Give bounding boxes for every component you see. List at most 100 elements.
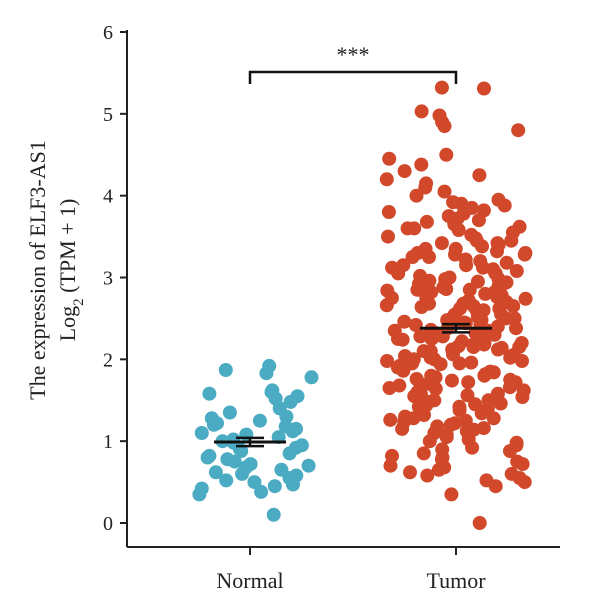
- data-point-tumor: [414, 157, 429, 172]
- data-point-tumor: [451, 223, 466, 237]
- data-point-tumor: [499, 255, 514, 270]
- data-point-tumor: [465, 440, 480, 455]
- data-point-tumor: [509, 264, 524, 278]
- y-tick-label: 6: [103, 22, 113, 44]
- data-point-normal: [254, 484, 269, 499]
- y-tick-label: 5: [103, 104, 113, 126]
- data-point-tumor: [413, 376, 428, 391]
- data-point-tumor: [475, 239, 489, 254]
- data-point-normal: [227, 454, 242, 469]
- data-point-tumor: [423, 350, 438, 365]
- data-point-tumor: [437, 119, 452, 134]
- data-point-tumor: [424, 368, 439, 383]
- data-point-tumor: [422, 273, 437, 288]
- data-point-tumor: [395, 421, 410, 436]
- data-point-tumor: [387, 323, 402, 338]
- data-point-tumor: [492, 301, 507, 316]
- significance-label: ***: [337, 42, 370, 67]
- data-point-tumor: [477, 81, 491, 96]
- data-point-tumor: [472, 516, 487, 530]
- data-point-tumor: [411, 399, 426, 414]
- data-point-tumor: [486, 411, 501, 426]
- data-point-tumor: [381, 229, 395, 244]
- data-point-tumor: [437, 184, 452, 199]
- data-point-tumor: [395, 362, 410, 377]
- data-point-tumor: [424, 331, 439, 346]
- data-point-tumor: [461, 375, 476, 390]
- y-tick-label: 3: [103, 268, 113, 290]
- data-point-tumor: [413, 329, 428, 344]
- data-point-tumor: [471, 213, 486, 228]
- data-point-normal: [266, 507, 281, 522]
- data-point-normal: [206, 417, 221, 432]
- data-point-tumor: [407, 389, 422, 404]
- data-point-tumor: [517, 247, 532, 262]
- y-axis-label-line1: The expression of ELF3-AS1: [25, 140, 50, 400]
- data-point-normal: [285, 424, 300, 439]
- data-point-tumor: [456, 296, 471, 311]
- data-point-tumor: [434, 236, 449, 251]
- data-point-tumor: [506, 299, 521, 314]
- data-point-tumor: [466, 337, 481, 352]
- y-tick-label: 0: [103, 513, 113, 535]
- annotation-layer: ***: [248, 42, 458, 84]
- data-point-tumor: [444, 487, 459, 502]
- data-point-normal: [286, 477, 300, 492]
- data-point-tumor: [452, 403, 467, 418]
- data-point-tumor: [408, 318, 423, 332]
- data-point-normal: [259, 366, 274, 381]
- data-point-tumor: [418, 180, 433, 195]
- data-point-tumor: [419, 214, 434, 229]
- data-point-tumor: [515, 354, 529, 368]
- data-point-normal: [234, 444, 249, 458]
- y-axis-label-line2: Log2 (TPM + 1): [55, 199, 87, 342]
- data-point-tumor: [491, 342, 505, 357]
- data-point-tumor: [416, 446, 431, 461]
- data-point-tumor: [380, 354, 395, 368]
- data-point-tumor: [379, 172, 394, 187]
- data-point-tumor: [439, 430, 454, 445]
- data-point-normal: [235, 466, 250, 481]
- data-point-tumor: [497, 198, 512, 213]
- data-point-tumor: [515, 457, 530, 472]
- data-point-tumor: [445, 342, 460, 357]
- data-point-tumor: [397, 314, 412, 329]
- data-point-tumor: [504, 233, 519, 248]
- data-point-tumor: [397, 164, 412, 179]
- data-point-tumor: [509, 321, 523, 336]
- data-point-tumor: [515, 390, 530, 404]
- data-point-normal: [219, 473, 234, 488]
- data-point-tumor: [488, 479, 503, 494]
- y-tick-label: 1: [103, 431, 113, 453]
- data-point-tumor: [458, 413, 473, 428]
- data-point-tumor: [459, 258, 474, 273]
- data-point-normal: [282, 446, 297, 461]
- data-point-tumor: [410, 246, 425, 260]
- data-point-tumor: [503, 372, 518, 387]
- data-point-normal: [218, 363, 233, 377]
- data-point-tumor: [382, 381, 397, 395]
- data-point-tumor: [434, 80, 449, 95]
- data-point-tumor: [400, 221, 415, 236]
- data-point-tumor: [457, 315, 472, 330]
- data-point-tumor: [383, 458, 398, 473]
- x-tick-label-normal: Normal: [216, 568, 283, 593]
- data-point-tumor: [439, 147, 454, 162]
- data-point-tumor: [472, 168, 487, 183]
- data-point-normal: [304, 370, 319, 385]
- data-point-tumor: [438, 272, 453, 287]
- data-point-tumor: [490, 236, 505, 251]
- data-point-tumor: [427, 393, 442, 408]
- significance-bracket: [248, 70, 458, 84]
- data-point-tumor: [406, 411, 421, 426]
- data-point-tumor: [383, 412, 398, 427]
- x-tick-label-tumor: Tumor: [426, 568, 486, 593]
- data-point-tumor: [448, 241, 463, 256]
- data-point-tumor: [433, 357, 448, 372]
- data-point-normal: [252, 413, 267, 428]
- data-point-tumor: [422, 250, 436, 264]
- data-point-tumor: [431, 462, 446, 477]
- data-point-tumor: [503, 444, 517, 458]
- data-point-tumor: [403, 465, 417, 480]
